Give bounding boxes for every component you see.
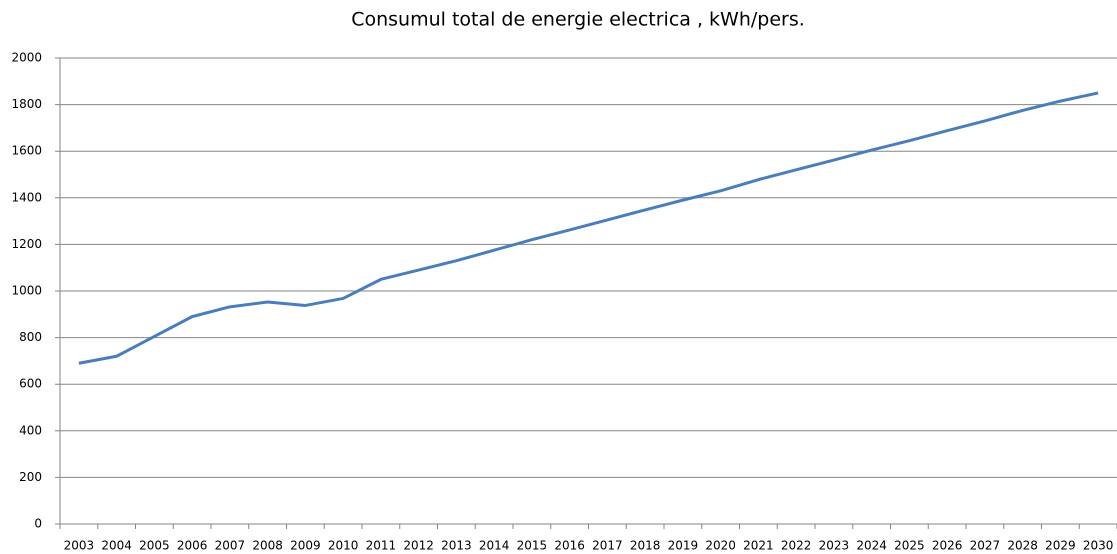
- x-tick-label: 2028: [1007, 539, 1038, 553]
- y-tick-label: 1000: [11, 284, 42, 298]
- x-tick-label: 2014: [479, 539, 510, 553]
- x-tick-label: 2017: [592, 539, 623, 553]
- x-tick-label: 2015: [517, 539, 548, 553]
- x-tick-label: 2023: [819, 539, 850, 553]
- x-tick-label: 2021: [743, 539, 774, 553]
- y-tick-label: 1800: [11, 97, 42, 111]
- x-tick-label: 2010: [328, 539, 359, 553]
- y-tick-label: 1400: [11, 190, 42, 204]
- x-tick-label: 2006: [177, 539, 208, 553]
- x-tick-label: 2024: [856, 539, 887, 553]
- x-tick-label: 2019: [668, 539, 699, 553]
- y-tick-label: 2000: [11, 51, 42, 65]
- x-tick-label: 2029: [1045, 539, 1076, 553]
- x-tick-label: 2012: [403, 539, 434, 553]
- x-tick-label: 2022: [781, 539, 812, 553]
- x-tick-label: 2020: [705, 539, 736, 553]
- y-tick-label: 1200: [11, 237, 42, 251]
- x-tick-label: 2027: [970, 539, 1001, 553]
- data-line: [78, 91, 1099, 365]
- y-tick-label: 1600: [11, 144, 42, 158]
- y-tick-label: 200: [19, 470, 42, 484]
- x-tick-label: 2026: [932, 539, 963, 553]
- y-tick-label: 400: [19, 423, 42, 437]
- x-tick-label: 2018: [630, 539, 661, 553]
- chart-title: Consumul total de energie electrica , kW…: [351, 9, 805, 31]
- x-tick-label: 2030: [1083, 539, 1114, 553]
- x-tick-label: 2005: [139, 539, 170, 553]
- x-tick-label: 2009: [290, 539, 321, 553]
- x-tick-label: 2016: [554, 539, 585, 553]
- x-tick-label: 2007: [215, 539, 246, 553]
- x-tick-label: 2008: [252, 539, 283, 553]
- y-tick-label: 800: [19, 330, 42, 344]
- y-tick-label: 0: [34, 517, 42, 531]
- x-tick-label: 2011: [366, 539, 397, 553]
- x-tick-label: 2013: [441, 539, 472, 553]
- x-tick-label: 2003: [64, 539, 95, 553]
- x-tick-label: 2025: [894, 539, 925, 553]
- x-tick-label: 2004: [101, 539, 132, 553]
- y-tick-label: 600: [19, 377, 42, 391]
